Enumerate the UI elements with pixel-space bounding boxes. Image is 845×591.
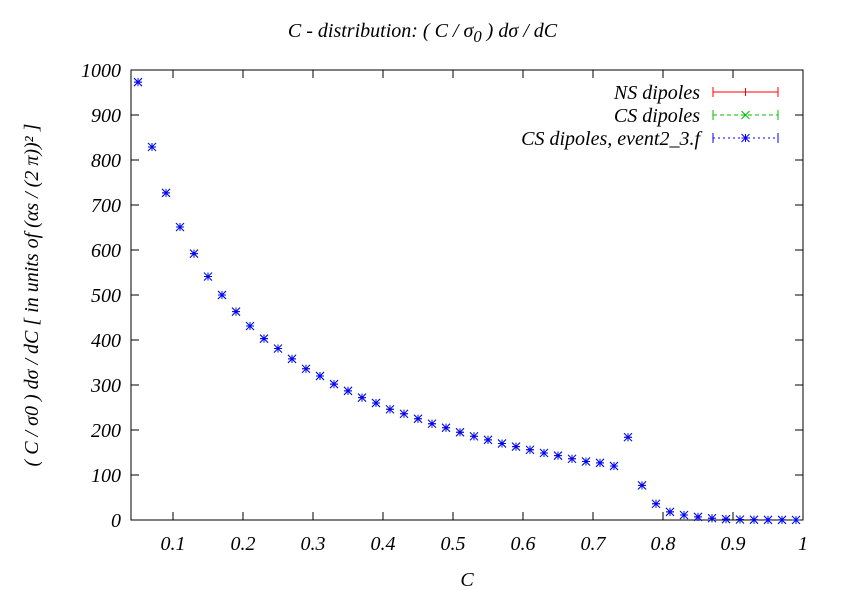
data-point (483, 435, 493, 445)
data-point (525, 445, 535, 455)
x-tick-label: 1 (798, 533, 808, 555)
data-point (231, 307, 241, 317)
data-point (595, 458, 605, 468)
legend-entry: CS dipoles, event2_3.f (521, 128, 779, 150)
chart-title-tail: ) dσ / dC (481, 20, 558, 42)
legend-marker (741, 133, 750, 143)
data-point (161, 188, 171, 198)
y-tick-label: 200 (91, 420, 121, 442)
x-tick-label: 0.9 (721, 533, 746, 555)
x-tick-label: 0.7 (581, 533, 607, 555)
data-point (441, 423, 451, 433)
data-point (287, 354, 297, 364)
legend-entry: NS dipoles (613, 82, 779, 104)
data-point (721, 514, 731, 524)
x-tick-label: 0.8 (651, 533, 676, 555)
data-point (413, 414, 423, 424)
data-point (455, 427, 465, 437)
data-point (637, 480, 647, 490)
data-point (469, 431, 479, 441)
data-point (609, 461, 619, 471)
data-point (567, 454, 577, 464)
data-point (581, 457, 591, 466)
series-2 (133, 77, 801, 525)
data-point (315, 371, 325, 381)
plot-frame (130, 69, 804, 521)
data-point (707, 513, 717, 523)
y-tick-label: 1000 (81, 60, 121, 82)
series-layer (133, 77, 801, 525)
x-tick-label: 0.1 (161, 533, 186, 555)
series-3 (133, 77, 801, 525)
x-axis-label: C (460, 569, 474, 591)
y-tick-label: 600 (91, 240, 121, 262)
data-point (175, 222, 185, 232)
data-point (553, 451, 563, 461)
data-point (665, 507, 675, 517)
x-tick-label: 0.5 (441, 533, 466, 555)
chart-title-main: C - distribution: ( C / σ (287, 20, 474, 42)
data-point (651, 499, 661, 509)
y-tick-label: 700 (91, 195, 121, 217)
data-point (497, 439, 507, 448)
y-tick-label: 500 (91, 285, 121, 307)
y-tick-label: 800 (91, 150, 121, 172)
data-point (329, 379, 339, 389)
data-point (147, 142, 157, 152)
data-point (399, 409, 409, 419)
legend-entry: CS dipoles (614, 105, 779, 127)
x-tick-label: 0.6 (511, 533, 536, 555)
data-point (357, 393, 367, 402)
data-point (511, 442, 521, 452)
y-tick-label: 900 (91, 105, 121, 127)
data-point (343, 386, 353, 396)
legend-label: NS dipoles (613, 82, 700, 104)
y-tick-label: 400 (91, 330, 121, 352)
data-point (427, 419, 437, 429)
data-point (385, 404, 395, 414)
y-tick-label: 100 (91, 465, 121, 487)
data-point (791, 515, 801, 525)
data-point (539, 448, 549, 458)
y-axis-label: ( C / σ0 ) dσ / dC [ in units of (αs / (… (21, 124, 43, 467)
data-point (735, 515, 745, 524)
y-tick-label: 0 (111, 510, 121, 532)
chart-title-subscript: 0 (473, 27, 482, 46)
data-point (273, 344, 283, 353)
data-point (763, 515, 773, 525)
y-axis-ticks: 0 100 200 300 400 500 600 700 800 900 1000 (81, 60, 803, 532)
data-point (133, 77, 143, 87)
data-point (623, 432, 633, 442)
data-point (777, 515, 787, 525)
legend-marker (741, 110, 750, 120)
x-tick-label: 0.2 (231, 533, 256, 555)
data-point (245, 321, 255, 331)
data-point (189, 249, 199, 258)
x-tick-label: 0.3 (301, 533, 326, 555)
x-axis-ticks: 0.1 0.2 0.3 0.4 0.5 0.6 0.7 0.8 0.9 1 (161, 70, 808, 555)
data-point (693, 512, 703, 522)
data-point (301, 364, 311, 374)
y-tick-label: 300 (90, 375, 121, 397)
x-tick-label: 0.4 (371, 533, 396, 555)
data-point (679, 510, 689, 520)
data-point (749, 515, 759, 525)
legend-label: CS dipoles, event2_3.f (521, 128, 702, 150)
legend-label: CS dipoles (614, 105, 700, 127)
data-point (371, 398, 381, 408)
data-point (259, 334, 269, 344)
series-1 (134, 78, 800, 524)
legend-marker (741, 88, 750, 96)
data-point (217, 290, 227, 300)
chart-title: C - distribution: ( C / σ0 ) dσ / dC (0, 20, 845, 47)
data-point (203, 272, 213, 281)
